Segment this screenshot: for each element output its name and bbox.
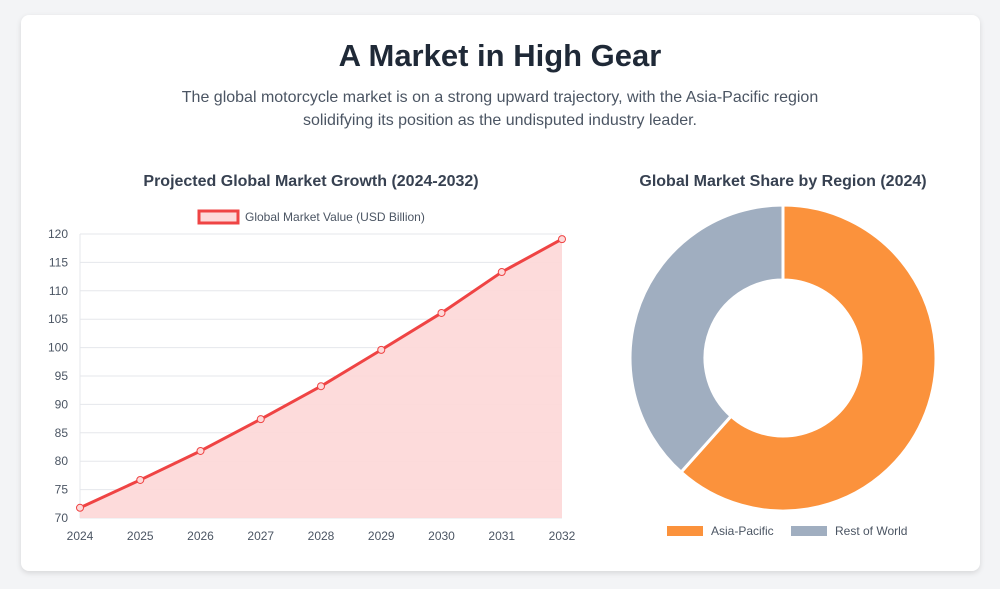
data-point — [497, 268, 506, 277]
y-tick-label: 120 — [48, 227, 68, 241]
legend-label: Asia-Pacific — [711, 524, 774, 538]
area-fill — [80, 239, 562, 518]
x-tick-label: 2024 — [67, 529, 94, 543]
line-chart-title: Projected Global Market Growth (2024-203… — [143, 173, 479, 190]
donut-chart-title: Global Market Share by Region (2024) — [639, 173, 927, 190]
data-point — [437, 308, 446, 317]
y-tick-label: 110 — [49, 284, 68, 298]
legend-swatch — [791, 526, 827, 536]
y-tick-label: 95 — [55, 369, 69, 383]
legend-swatch — [667, 526, 703, 536]
donut-slice-rest-of-world — [628, 203, 785, 475]
x-tick-label: 2029 — [368, 529, 395, 543]
x-tick-label: 2027 — [247, 529, 274, 543]
page-title: A Market in High Gear — [338, 38, 662, 73]
legend-label: Rest of World — [835, 524, 907, 538]
y-tick-label: 70 — [55, 511, 69, 525]
data-point — [256, 415, 265, 424]
page-subtitle: The global motorcycle market is on a str… — [181, 89, 819, 129]
y-tick-label: 75 — [55, 483, 69, 497]
donut-slice-asia-pacific — [678, 203, 938, 513]
data-point — [558, 235, 566, 244]
line-chart: 70 75 80 85 90 95 100 105 110 115 120 2024 2025 2026 2… — [48, 209, 576, 543]
y-tick-label: 90 — [55, 397, 69, 411]
y-tick-label: 100 — [48, 341, 68, 355]
legend-label: Global Market Value (USD Billion) — [245, 210, 425, 224]
data-point — [136, 475, 145, 484]
data-point — [317, 382, 325, 391]
x-tick-label: 2026 — [187, 529, 214, 543]
legend-swatch — [197, 209, 240, 225]
x-tick-label: 2028 — [308, 529, 335, 543]
x-tick-label: 2031 — [488, 529, 515, 543]
data-point — [377, 345, 386, 354]
y-tick-label: 105 — [48, 312, 68, 326]
y-tick-label: 115 — [49, 255, 68, 269]
donut-chart: Asia-Pacific Rest of World — [628, 203, 938, 538]
x-tick-label: 2032 — [549, 529, 576, 543]
x-tick-label: 2030 — [428, 529, 455, 543]
x-tick-label: 2025 — [127, 529, 154, 543]
y-tick-label: 85 — [55, 426, 69, 440]
y-tick-label: 80 — [55, 454, 69, 468]
data-point — [196, 446, 205, 455]
data-point — [76, 503, 84, 512]
